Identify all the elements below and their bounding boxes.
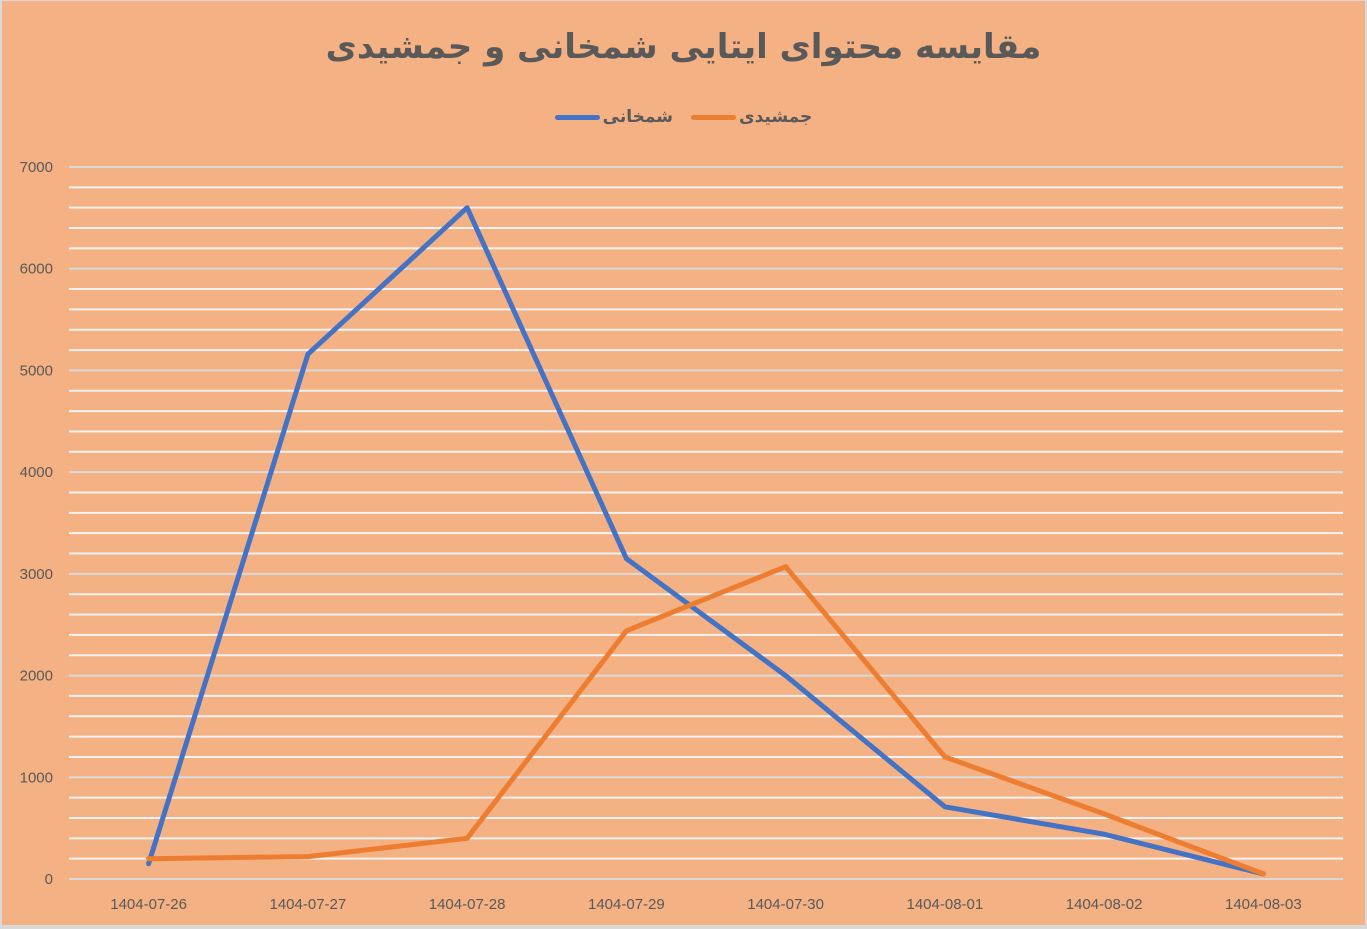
- y-tick-label: 5000: [20, 362, 53, 379]
- x-tick-label: 1404-07-29: [588, 896, 665, 913]
- x-tick-label: 1404-07-28: [429, 896, 506, 913]
- x-tick-label: 1404-07-30: [747, 896, 824, 913]
- y-tick-label: 4000: [20, 464, 53, 481]
- chart-title: مقایسه محتوای ایتایی شمخانی و جمشیدی: [325, 27, 1042, 67]
- x-tick-label: 1404-08-02: [1066, 896, 1143, 913]
- legend-swatch-orange: [691, 114, 737, 120]
- legend-item-jamshidi[interactable]: جمشیدی: [691, 107, 812, 127]
- series-line-jamshidi[interactable]: [146, 564, 1266, 877]
- legend-item-shamkhani[interactable]: شمخانی: [554, 107, 674, 127]
- y-tick-label: 1000: [20, 769, 53, 786]
- x-tick-label: 1404-07-26: [110, 896, 187, 913]
- y-tick-label: 3000: [20, 566, 53, 583]
- y-tick-label: 7000: [20, 159, 53, 176]
- legend: شمخانی جمشیدی: [2, 107, 1365, 127]
- y-tick-label: 6000: [20, 261, 53, 278]
- legend-swatch-blue: [554, 114, 600, 120]
- x-tick-label: 1404-08-03: [1225, 896, 1302, 913]
- x-tick-label: 1404-08-01: [907, 896, 984, 913]
- legend-label: جمشیدی: [739, 107, 813, 127]
- y-tick-label: 2000: [20, 668, 53, 685]
- legend-label: شمخانی: [602, 107, 674, 127]
- series-line-shamkhani[interactable]: [146, 205, 1266, 877]
- y-tick-label: 0: [45, 871, 53, 888]
- x-tick-label: 1404-07-27: [270, 896, 347, 913]
